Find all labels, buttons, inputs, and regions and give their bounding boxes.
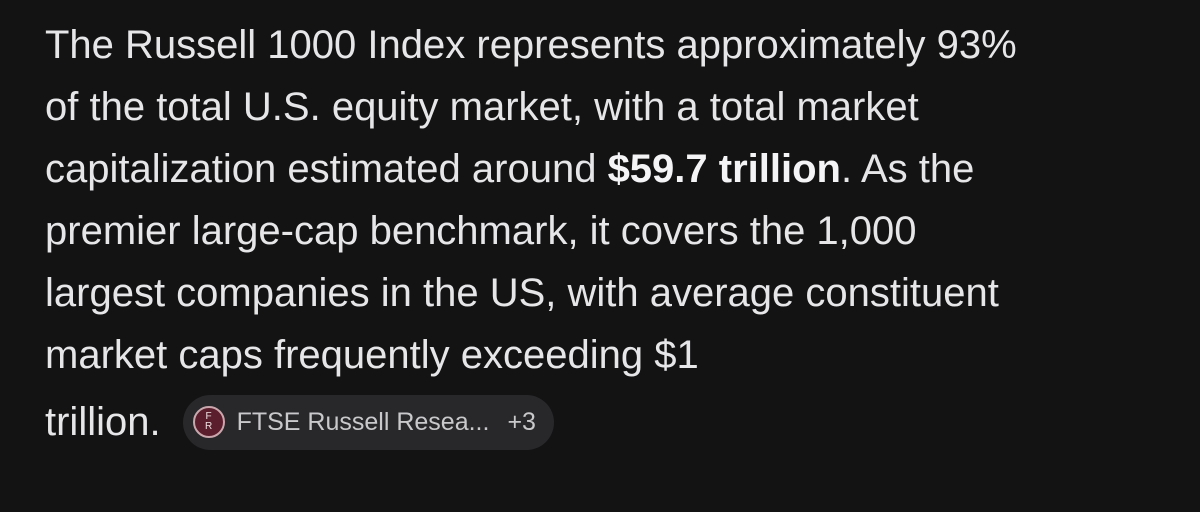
text-line: of the total U.S. equity market, with a … (45, 85, 919, 129)
text-line: premier large-cap benchmark, it covers t… (45, 209, 917, 253)
text-line: capitalization estimated around $59.7 tr… (45, 138, 1017, 200)
text-run: . As the (840, 147, 975, 191)
text-line: market caps frequently exceeding $1 (45, 333, 699, 377)
text-run: capitalization estimated around (45, 147, 608, 191)
answer-paragraph: The Russell 1000 Index represents approx… (45, 14, 1017, 458)
icon-letter: F (205, 411, 212, 422)
text-line: largest companies in the US, with averag… (45, 271, 999, 315)
citation-source: FTSE Russell Resea... (236, 407, 490, 436)
text-line: The Russell 1000 Index represents approx… (45, 23, 1017, 67)
text-run: trillion. (45, 400, 161, 444)
icon-letter: R (204, 421, 213, 432)
citation-more: +3 (507, 407, 536, 436)
bold-text: $59.7 trillion (607, 147, 841, 191)
